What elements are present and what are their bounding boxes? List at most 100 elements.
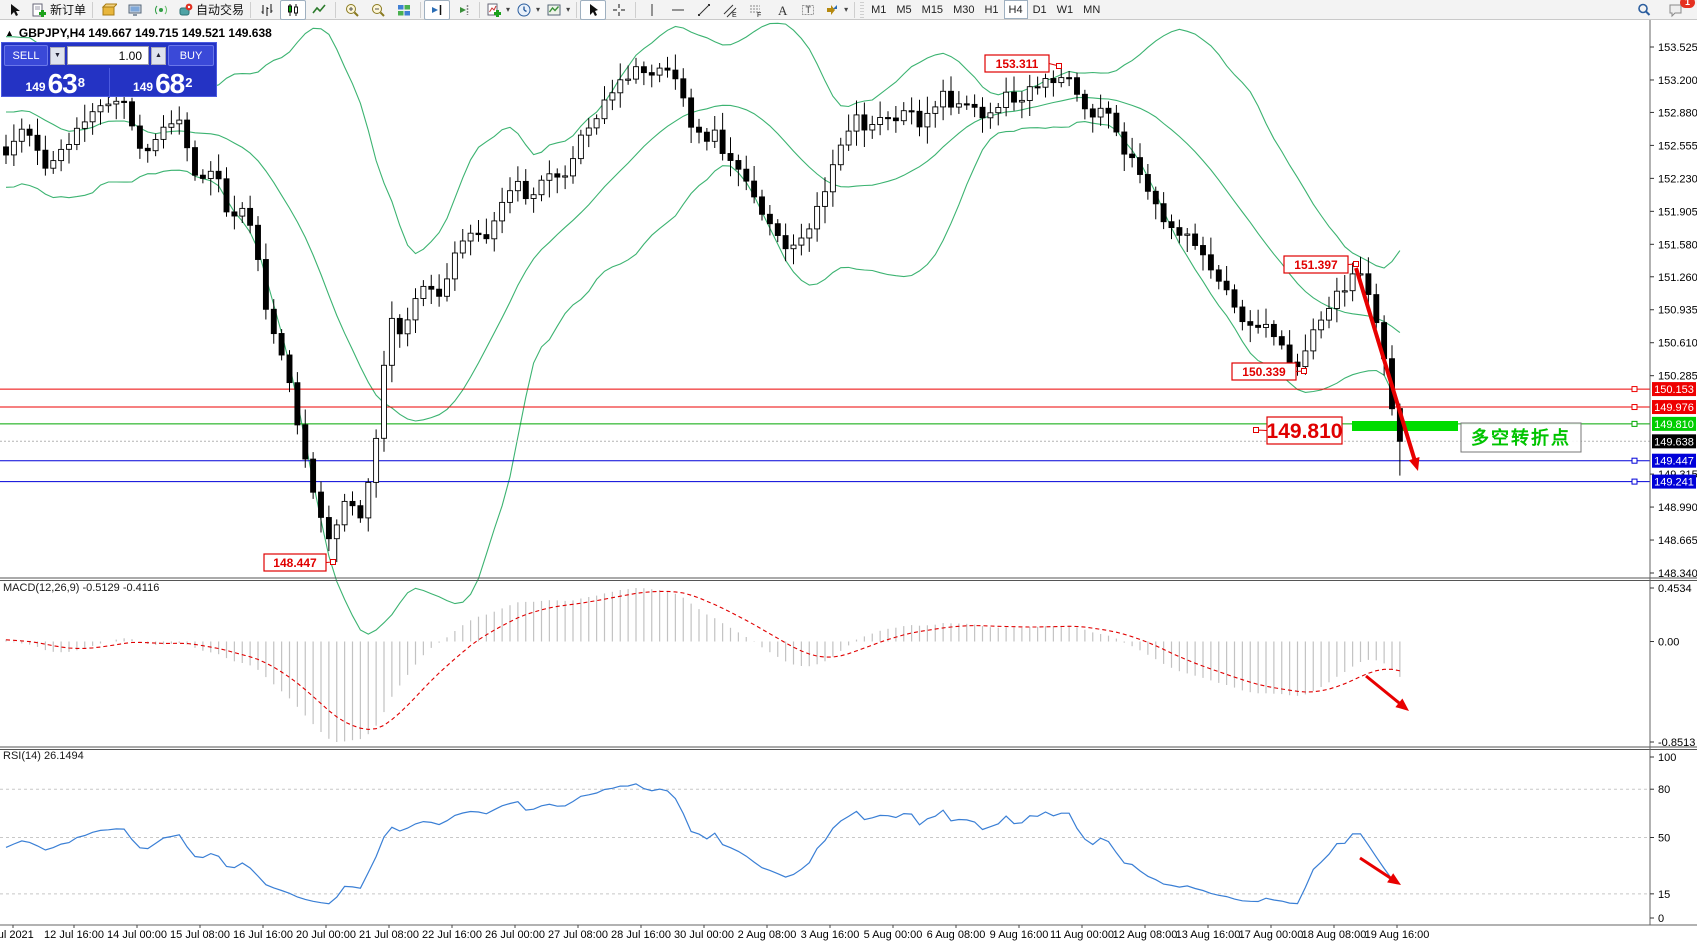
time-axis-label: 21 Jul 08:00 [359,929,419,941]
time-axis-label: 18 Aug 08:00 [1302,929,1367,941]
candle-body [1144,174,1151,192]
toolbar-chart-bars-button[interactable] [254,0,280,20]
toolbar-autotrade-button[interactable]: 自动交易 [174,0,247,20]
candle-body [89,111,96,123]
toolbar-pointer-button[interactable] [2,0,28,20]
toolbar-templates-button[interactable]: ▾ [543,0,573,20]
buy-button[interactable]: BUY [168,45,214,66]
price-callout-box[interactable] [263,553,327,572]
candle-body [916,110,923,128]
toolbar-crosshair-button[interactable] [606,0,632,20]
candle-body [239,207,246,217]
candle-body [1160,203,1167,223]
volume-input[interactable]: 1.00 [67,46,149,65]
tf-H1[interactable]: H1 [984,3,999,16]
toolbar-profiles-button[interactable] [96,0,122,20]
candle-body [1097,107,1104,118]
candle-body [1278,336,1285,346]
candle-body [774,223,781,236]
toolbar-cursor-button[interactable] [580,0,607,20]
price-axis-tick: 153.200 [1658,75,1697,87]
toolbar-indicators-button[interactable]: ▾ [483,0,513,20]
price-callout-text: 151.397 [1294,258,1338,272]
price-callout-text: 149.810 [1267,420,1343,443]
time-axis-label: 26 Jul 00:00 [485,929,545,941]
toolbar-zoom-in-button[interactable] [339,0,365,20]
toolbar-periods-button[interactable]: ▾ [513,0,543,20]
toolbar-fibonacci-button[interactable]: F [743,0,769,20]
price-callout-box[interactable] [984,54,1050,73]
price-callout-text: 153.311 [996,57,1039,71]
time-axis-label: 20 Jul 00:00 [296,929,356,941]
candle-body [42,149,49,169]
time-axis-label: 27 Jul 08:00 [548,929,608,941]
tf-MN[interactable]: MN [1083,3,1101,16]
rsi-indicator-label: RSI(14) 26.1494 [3,750,84,762]
toolbar-terminal-button[interactable] [122,0,148,20]
red-arrow[interactable] [1354,267,1418,463]
volume-increase-button[interactable]: ▲ [151,46,166,65]
tf-M15[interactable]: M15 [921,3,944,16]
bid-price[interactable]: 149 63 8 [2,68,110,98]
toolbar-signals-button[interactable] [148,0,174,20]
toolbar-chart-line-button[interactable] [306,0,332,20]
toolbar-shift-chart-button[interactable] [424,0,451,20]
candle-body [853,114,860,132]
candle-body [814,205,821,230]
price-callout-box[interactable] [1231,362,1297,381]
candle-body [593,118,600,129]
red-arrow[interactable] [1365,674,1403,707]
candle-body [207,170,214,179]
tf-D1[interactable]: D1 [1032,3,1047,16]
chart-window[interactable]: 153.311 151.397 150.339 148.447 149.810 多空转折点… [0,20,1697,941]
toolbar-vertical-line-button[interactable] [639,0,665,20]
candle-body [349,500,356,507]
chart-canvas[interactable]: 153.311 151.397 150.339 148.447 149.810 多空转折点… [0,20,1697,941]
red-arrow-head [1395,698,1409,711]
toolbar-auto-scroll-button[interactable] [450,0,476,20]
toolbar-equidistant-channel-button[interactable]: E [717,0,743,20]
axis-price-label [1652,416,1696,431]
price-callout-box[interactable] [1283,255,1349,274]
candle-body [766,213,773,225]
macd-indicator-label: MACD(12,26,9) -0.5129 -0.4116 [3,582,160,594]
toolbar-separator [479,1,481,18]
annotation-box[interactable] [1460,422,1582,453]
collapse-panel-icon[interactable]: ▲ [5,28,14,38]
candle-body [971,103,978,108]
candle-body [1215,269,1222,282]
symbol-ohlc-text: GBPJPY,H4 149.667 149.715 149.521 149.63… [18,26,272,40]
candle-body [294,382,301,426]
candle-body [1318,319,1325,331]
candle-body [1089,108,1096,118]
toolbar-chat-button[interactable]: 1 [1663,0,1695,20]
toolbar-zoom-out-button[interactable] [365,0,391,20]
price-axis-tick: 152.555 [1658,140,1697,152]
toolbar-new-order-button[interactable]: 新订单 [28,0,89,20]
candle-body [514,180,521,192]
toolbar-chart-candles-button[interactable] [280,0,307,20]
tf-H4[interactable]: H4 [1003,0,1028,19]
price-callout-box[interactable] [1266,416,1343,445]
volume-decrease-button[interactable]: ▼ [50,46,65,65]
candle-body [255,224,261,260]
toolbar-arrows-button[interactable]: ▾ [821,0,851,20]
sell-button[interactable]: SELL [4,45,48,66]
candle-body [625,78,632,81]
toolbar-trendline-button[interactable] [691,0,717,20]
price-axis-tick: 150.285 [1658,371,1697,383]
toolbar-tile-windows-button[interactable] [391,0,417,20]
tf-W1[interactable]: W1 [1056,3,1074,16]
tf-M30[interactable]: M30 [953,3,975,16]
candle-body [633,66,639,80]
tf-M1[interactable]: M1 [871,3,887,16]
tf-M5[interactable]: M5 [896,3,912,16]
ask-price[interactable]: 149 68 2 [133,68,193,99]
toolbar-text-button[interactable]: A [769,0,795,20]
toolbar-horizontal-line-button[interactable] [665,0,691,20]
red-arrow[interactable] [1359,856,1395,882]
toolbar-text-label-button[interactable]: T [795,0,821,20]
candle-body [26,128,33,136]
toolbar-search-button[interactable] [1631,0,1657,20]
candle-body [1042,78,1049,88]
